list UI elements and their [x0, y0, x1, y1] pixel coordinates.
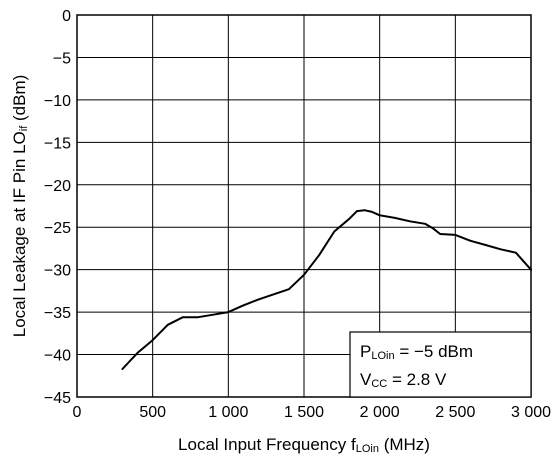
y-tick-label-7: −35 — [44, 305, 71, 322]
x-tick-label-0: 0 — [73, 404, 82, 421]
x-tick-label-4: 2 000 — [360, 404, 400, 421]
x-tick-label-6: 3 000 — [511, 404, 551, 421]
y-tick-label-9: −45 — [44, 390, 71, 407]
y-tick-label-1: −5 — [53, 50, 71, 67]
y-tick-label-8: −40 — [44, 348, 71, 365]
x-tick-label-2: 1 000 — [208, 404, 248, 421]
x-tick-label-3: 1 500 — [284, 404, 324, 421]
y-tick-label-6: −30 — [44, 263, 71, 280]
y-tick-label-5: −25 — [44, 220, 71, 237]
x-tick-label-5: 2 500 — [435, 404, 475, 421]
y-axis-title: Local Leakage at IF Pin LOif (dBm) — [10, 75, 30, 338]
y-tick-labels: 0 −5 −10 −15 −20 −25 −30 −35 −40 −45 — [44, 8, 71, 407]
y-tick-label-2: −10 — [44, 93, 71, 110]
legend-line-vcc: VCC = 2.8 V — [360, 370, 447, 390]
y-tick-label-0: 0 — [62, 8, 71, 25]
legend-box: PLOin = −5 dBm VCC = 2.8 V — [349, 331, 532, 398]
x-axis-title: Local Input Frequency fLOin (MHz) — [178, 435, 430, 455]
legend-line-ploin: PLOin = −5 dBm — [360, 342, 473, 362]
x-tick-label-1: 500 — [139, 404, 166, 421]
y-tick-label-4: −20 — [44, 178, 71, 195]
plot-frame — [76, 14, 532, 398]
x-tick-labels: 0 500 1 000 1 500 2 000 2 500 3 000 — [73, 404, 552, 421]
series-line-0 — [121, 209, 532, 370]
series-group — [121, 209, 532, 370]
y-tick-label-3: −15 — [44, 135, 71, 152]
